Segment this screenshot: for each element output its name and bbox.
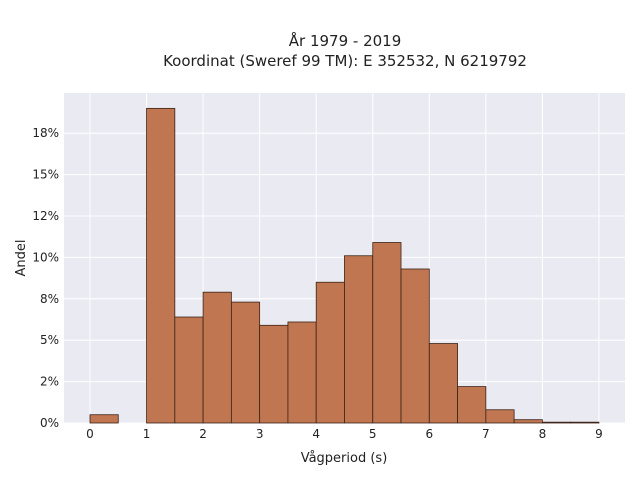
histogram-bar bbox=[485, 409, 515, 424]
x-tick-label: 4 bbox=[312, 427, 320, 441]
y-tick-label: 15% bbox=[32, 168, 59, 182]
x-axis-ticks: 0 1 2 3 4 5 6 7 8 9 bbox=[86, 427, 603, 441]
x-tick-label: 7 bbox=[482, 427, 490, 441]
histogram-bar bbox=[344, 255, 374, 424]
y-axis-ticks: 0% 2% 5% 8% 10% 12% 15% 18% bbox=[32, 126, 59, 430]
x-tick-label: 1 bbox=[143, 427, 151, 441]
chart-title: År 1979 - 2019 bbox=[289, 31, 402, 50]
y-tick-label: 2% bbox=[40, 375, 59, 389]
histogram-bar bbox=[457, 386, 487, 424]
histogram-bar bbox=[146, 107, 176, 424]
histogram-bar bbox=[542, 421, 572, 424]
y-tick-label: 5% bbox=[40, 333, 59, 347]
y-tick-label: 8% bbox=[40, 292, 59, 306]
x-tick-label: 9 bbox=[595, 427, 603, 441]
histogram-bar bbox=[174, 316, 204, 424]
y-tick-label: 0% bbox=[40, 416, 59, 430]
y-tick-label: 12% bbox=[32, 209, 59, 223]
histogram-bar bbox=[287, 321, 317, 424]
x-tick-label: 6 bbox=[425, 427, 433, 441]
histogram-bar bbox=[89, 414, 119, 424]
x-tick-label: 3 bbox=[256, 427, 264, 441]
histogram-bar bbox=[513, 419, 543, 424]
histogram-bar bbox=[570, 421, 600, 424]
histogram-bar bbox=[230, 301, 261, 424]
x-tick-label: 2 bbox=[199, 427, 207, 441]
y-tick-label: 10% bbox=[32, 250, 59, 264]
bars bbox=[89, 107, 600, 424]
histogram-bar bbox=[372, 242, 402, 424]
histogram-bar bbox=[400, 268, 430, 424]
chart-subtitle: Koordinat (Sweref 99 TM): E 352532, N 62… bbox=[163, 52, 527, 70]
x-tick-label: 8 bbox=[539, 427, 547, 441]
y-axis-label: Andel bbox=[14, 240, 29, 277]
x-axis-label: Vågperiod (s) bbox=[301, 451, 388, 466]
histogram-bar bbox=[315, 281, 345, 424]
x-tick-label: 5 bbox=[369, 427, 377, 441]
histogram-bar bbox=[428, 343, 458, 424]
y-tick-label: 18% bbox=[32, 126, 59, 140]
histogram-bar bbox=[202, 291, 232, 424]
histogram-bar bbox=[259, 324, 289, 424]
x-tick-label: 0 bbox=[86, 427, 94, 441]
